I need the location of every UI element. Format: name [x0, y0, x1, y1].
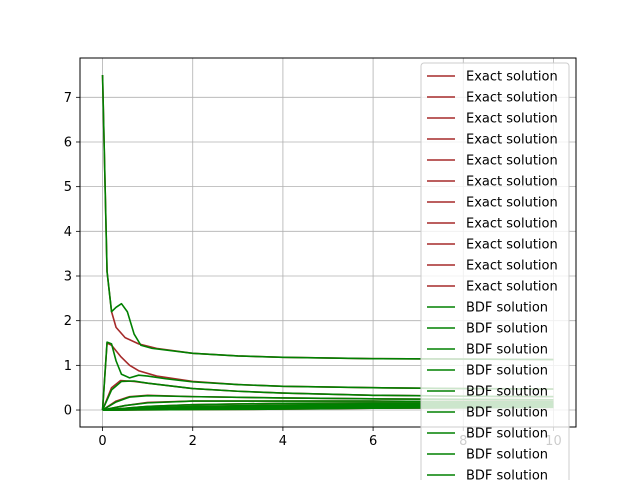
- legend-label: BDF solution: [466, 322, 548, 337]
- legend-label: Exact solution: [466, 259, 558, 274]
- x-tick-label: 2: [189, 434, 197, 449]
- legend-label: Exact solution: [466, 175, 558, 190]
- legend-label: BDF solution: [466, 301, 548, 316]
- legend-label: Exact solution: [466, 238, 558, 253]
- x-tick-label: 0: [98, 434, 106, 449]
- legend-label: Exact solution: [466, 196, 558, 211]
- legend-label: Exact solution: [466, 91, 558, 106]
- y-tick-label: 6: [64, 135, 72, 150]
- y-tick-label: 1: [64, 359, 72, 374]
- legend-label: Exact solution: [466, 217, 558, 232]
- x-tick-label: 4: [279, 434, 287, 449]
- y-tick-label: 7: [64, 91, 72, 106]
- y-tick-label: 3: [64, 270, 72, 285]
- bdf-series-line: [101, 74, 554, 361]
- legend: Exact solution Exact solution Exact soluti…: [420, 62, 570, 480]
- legend-label: BDF solution: [466, 343, 548, 358]
- legend-label: Exact solution: [466, 133, 558, 148]
- legend-label: Exact solution: [466, 70, 558, 85]
- legend-label: BDF solution: [466, 406, 548, 421]
- legend-label: Exact solution: [466, 280, 558, 295]
- legend-box: [420, 62, 570, 480]
- bdf-series-line: [101, 380, 554, 411]
- legend-label: Exact solution: [466, 112, 558, 127]
- plot-frame: [79, 57, 577, 428]
- x-tick-label: 6: [369, 434, 377, 449]
- legend-label: Exact solution: [466, 154, 558, 169]
- legend-label: BDF solution: [466, 469, 548, 480]
- legend-label: BDF solution: [466, 448, 548, 463]
- legend-label: BDF solution: [466, 427, 548, 442]
- y-tick-label: 5: [64, 180, 72, 195]
- bdf-series-line: [101, 341, 554, 411]
- y-tick-label: 2: [64, 314, 72, 329]
- legend-label: BDF solution: [466, 385, 548, 400]
- y-tick-label: 4: [64, 225, 72, 240]
- y-tick-label: 0: [64, 404, 72, 419]
- legend-label: BDF solution: [466, 364, 548, 379]
